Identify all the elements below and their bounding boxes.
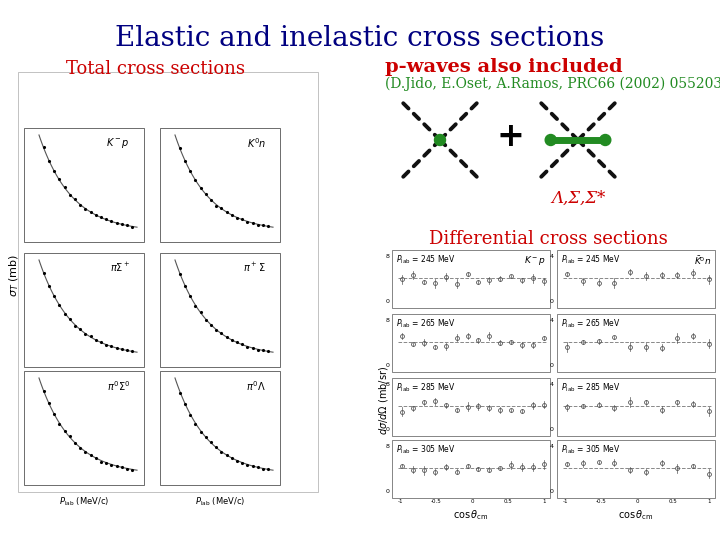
Text: $\pi\Sigma^+$: $\pi\Sigma^+$ <box>109 261 130 274</box>
Text: 0.5: 0.5 <box>669 499 678 504</box>
Bar <box>557 378 715 436</box>
Text: 1: 1 <box>542 499 546 504</box>
Text: $P_{\rm lab}$ (MeV/c): $P_{\rm lab}$ (MeV/c) <box>195 495 245 508</box>
Text: 0: 0 <box>385 299 389 304</box>
Text: +: + <box>496 120 524 153</box>
Text: (D.Jido, E.Oset, A.Ramos, PRC66 (2002) 055203): (D.Jido, E.Oset, A.Ramos, PRC66 (2002) 0… <box>385 77 720 91</box>
Text: 1: 1 <box>707 499 711 504</box>
Text: 0: 0 <box>550 299 554 304</box>
Text: 8: 8 <box>385 254 389 259</box>
Bar <box>392 440 550 498</box>
Text: Total cross sections: Total cross sections <box>66 60 245 78</box>
Text: Elastic and inelastic cross sections: Elastic and inelastic cross sections <box>115 25 605 52</box>
Text: -1: -1 <box>562 499 568 504</box>
Text: 0: 0 <box>550 363 554 368</box>
Bar <box>160 253 280 367</box>
Bar <box>160 371 280 485</box>
Text: $\cos\theta_{\rm cm}$: $\cos\theta_{\rm cm}$ <box>618 508 654 522</box>
Text: $\sigma_T$ (mb): $\sigma_T$ (mb) <box>7 253 21 296</box>
Bar <box>392 378 550 436</box>
Text: -0.5: -0.5 <box>431 499 441 504</box>
Text: $\pi^+\Sigma$: $\pi^+\Sigma$ <box>243 261 266 274</box>
Text: -1: -1 <box>397 499 402 504</box>
Text: 0: 0 <box>385 427 389 432</box>
Text: p-waves also included: p-waves also included <box>385 58 623 76</box>
Text: $d\sigma/d\Omega$ (mb/sr): $d\sigma/d\Omega$ (mb/sr) <box>377 366 390 435</box>
Text: 4: 4 <box>550 254 554 259</box>
Text: 0: 0 <box>385 489 389 494</box>
Text: 4: 4 <box>550 444 554 449</box>
Text: 0.5: 0.5 <box>503 499 513 504</box>
Bar <box>557 314 715 372</box>
Text: 4: 4 <box>550 318 554 323</box>
Text: $\bar{K}^0n$: $\bar{K}^0n$ <box>693 254 711 267</box>
Text: Λ,Σ,Σ*: Λ,Σ,Σ* <box>551 190 606 207</box>
Text: $P_{\rm lab}$ = 285 MeV: $P_{\rm lab}$ = 285 MeV <box>561 382 621 395</box>
Text: 8: 8 <box>385 444 389 449</box>
Text: $P_{\rm lab}$ = 265 MeV: $P_{\rm lab}$ = 265 MeV <box>396 318 456 330</box>
Text: $P_{\rm lab}$ (MeV/c): $P_{\rm lab}$ (MeV/c) <box>59 495 109 508</box>
Text: $K^0n$: $K^0n$ <box>247 136 266 150</box>
Text: $\cos\theta_{\rm cm}$: $\cos\theta_{\rm cm}$ <box>453 508 489 522</box>
Text: 4: 4 <box>550 382 554 387</box>
Bar <box>392 250 550 308</box>
Text: 0: 0 <box>550 427 554 432</box>
Text: Differential cross sections: Differential cross sections <box>428 230 667 248</box>
Bar <box>24 253 144 367</box>
Text: 8: 8 <box>385 382 389 387</box>
Text: $K^-p$: $K^-p$ <box>524 254 546 267</box>
Circle shape <box>545 134 557 145</box>
Text: -0.5: -0.5 <box>595 499 606 504</box>
Text: $P_{\rm lab}$ = 285 MeV: $P_{\rm lab}$ = 285 MeV <box>396 382 456 395</box>
Text: 0: 0 <box>385 363 389 368</box>
Bar <box>24 371 144 485</box>
Text: $P_{\rm lab}$ = 265 MeV: $P_{\rm lab}$ = 265 MeV <box>561 318 621 330</box>
Text: $P_{\rm lab}$ = 245 MeV: $P_{\rm lab}$ = 245 MeV <box>396 254 456 267</box>
Text: $\pi^0\Sigma^0$: $\pi^0\Sigma^0$ <box>107 379 130 393</box>
Text: $P_{\rm lab}$ = 245 MeV: $P_{\rm lab}$ = 245 MeV <box>561 254 621 267</box>
Text: $\pi^0\Lambda$: $\pi^0\Lambda$ <box>246 379 266 393</box>
Circle shape <box>600 134 611 145</box>
Bar <box>160 128 280 242</box>
Circle shape <box>434 134 446 145</box>
Text: 0: 0 <box>470 499 474 504</box>
Bar <box>24 128 144 242</box>
Text: $K^-p$: $K^-p$ <box>107 136 130 150</box>
Bar <box>392 314 550 372</box>
Text: 0: 0 <box>635 499 639 504</box>
Text: $P_{\rm lab}$ = 305 MeV: $P_{\rm lab}$ = 305 MeV <box>396 444 456 456</box>
Bar <box>18 72 318 492</box>
Bar <box>557 440 715 498</box>
Text: $P_{\rm lab}$ = 305 MeV: $P_{\rm lab}$ = 305 MeV <box>561 444 621 456</box>
Bar <box>557 250 715 308</box>
Text: 0: 0 <box>550 489 554 494</box>
Text: 8: 8 <box>385 318 389 323</box>
